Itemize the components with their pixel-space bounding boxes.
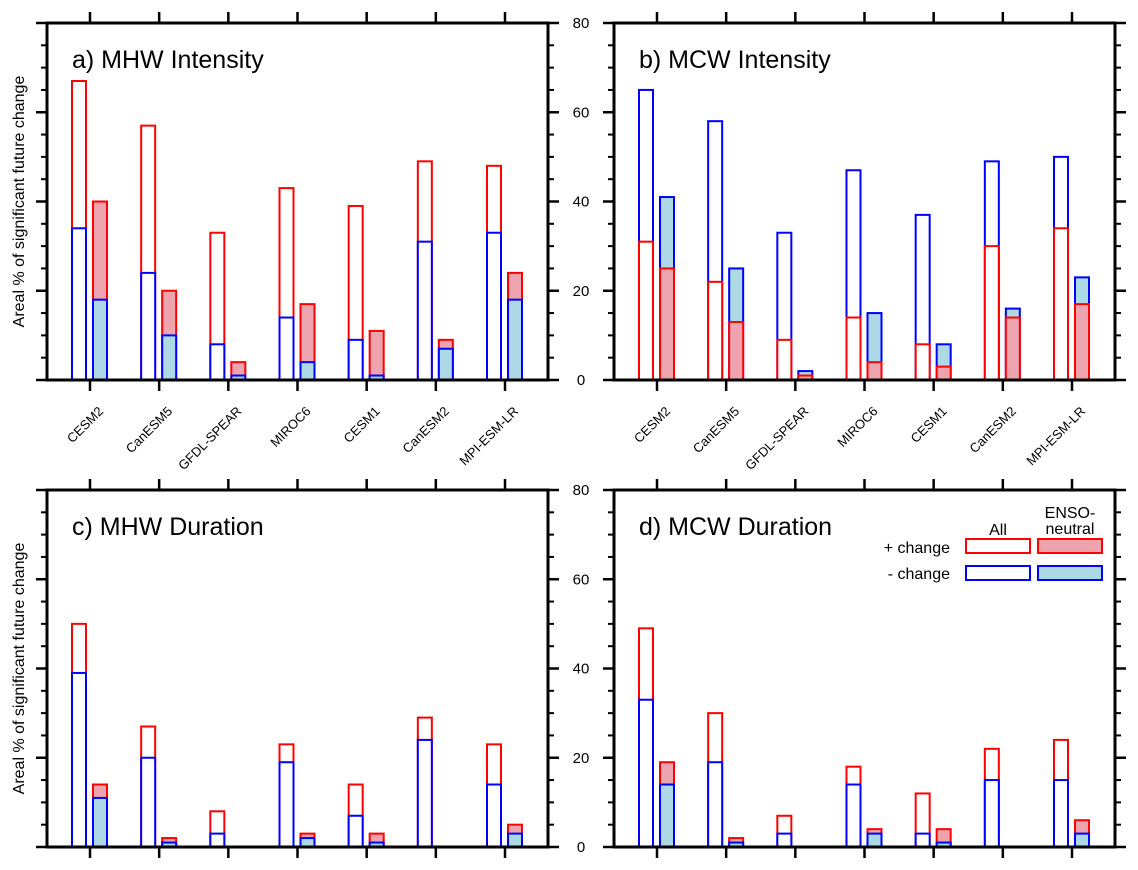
bar-enso-neg <box>161 334 178 381</box>
bar-all-neg <box>416 240 433 381</box>
y-tick-label: 80 <box>573 482 590 499</box>
bar-all-neg <box>845 783 862 849</box>
y-tick-label: 20 <box>573 750 590 767</box>
legend-col-enso: neutral <box>1046 521 1095 538</box>
plot-frame <box>45 21 550 382</box>
y-tick-label: 40 <box>573 661 590 678</box>
legend-swatch-all-neg <box>965 565 1031 581</box>
bar-all-pos <box>983 245 1000 381</box>
x-tick-label: CESM2 <box>631 404 673 446</box>
x-tick-label: GFDL-SPEAR <box>175 404 244 473</box>
bar-all-neg <box>278 761 295 849</box>
y-tick-label: 60 <box>573 571 590 588</box>
bar-all-neg <box>140 756 157 848</box>
x-tick-label: CanESM5 <box>690 404 743 457</box>
bar-enso-pos <box>935 365 952 381</box>
panel-b: b) MCW Intensity 0 20 40 60 80 CESM2 CanESM5 GFD… <box>573 12 1126 473</box>
bar-enso-pos <box>368 329 385 382</box>
bar-all-neg <box>707 761 724 849</box>
legend: All ENSO-neutral + change - change <box>884 505 1103 583</box>
bar-all-neg <box>983 779 1000 848</box>
x-tick-label: CESM2 <box>64 404 106 446</box>
y-tick-label: 80 <box>573 15 590 32</box>
y-tick-label: 60 <box>573 104 590 121</box>
x-tick-label: GFDL-SPEAR <box>742 404 811 473</box>
x-tick-label: MPI-ESM-LR <box>1023 404 1088 469</box>
plot-frame <box>45 488 550 849</box>
y-axis-label: Areal % of significant future change <box>11 76 28 328</box>
x-tick-label: MIROC6 <box>834 404 880 450</box>
bar-all-neg <box>71 227 87 381</box>
bar-all-pos <box>1053 227 1069 381</box>
bar-enso-neg <box>1074 832 1090 848</box>
panel-d: d) MCW Duration 0 20 40 60 80 <box>573 479 1126 858</box>
bar-all-neg <box>638 698 654 848</box>
bar-enso-neg <box>507 298 523 381</box>
bar-all-neg <box>347 338 364 381</box>
x-tick-label: MPI-ESM-LR <box>456 404 521 469</box>
bar-all-neg <box>486 231 502 381</box>
panel-title: a) MHW Intensity <box>72 46 264 74</box>
legend-swatch-enso-pos <box>1037 538 1103 554</box>
bar-all-pos <box>638 240 654 381</box>
x-tick-label: CanESM2 <box>966 404 1019 457</box>
x-tick-label: CanESM5 <box>123 404 176 457</box>
bar-all-pos <box>707 280 724 382</box>
bar-all-neg <box>278 316 295 381</box>
panel-title: b) MCW Intensity <box>639 46 831 74</box>
legend-swatch-all-pos <box>965 538 1031 554</box>
bar-enso-pos <box>1074 303 1090 382</box>
bar-all-neg <box>347 814 364 849</box>
panel-c: c) MHW Duration Areal % of significant fu… <box>11 479 559 858</box>
panel-title: d) MCW Duration <box>639 513 832 541</box>
panel-title: c) MHW Duration <box>72 513 264 541</box>
bar-enso-neg <box>866 832 883 848</box>
x-tick-label: CESM1 <box>908 404 950 446</box>
bar-all-neg <box>140 271 157 381</box>
bar-enso-neg <box>299 361 316 381</box>
y-axis-label: Areal % of significant future change <box>11 543 28 795</box>
plot-frame <box>612 21 1117 382</box>
x-tick-label: CanESM2 <box>399 404 452 457</box>
panel-a: a) MHW Intensity Areal % of significant f… <box>11 12 559 473</box>
bar-all-neg <box>209 832 226 848</box>
x-tick-label: MIROC6 <box>267 404 313 450</box>
legend-col-all: All <box>989 522 1007 539</box>
bar-all-neg <box>209 343 226 381</box>
legend-row-pos: + change <box>884 540 950 557</box>
bar-enso-pos <box>659 267 675 381</box>
bar-enso-neg <box>92 298 108 381</box>
bar-enso-neg <box>92 796 108 848</box>
bar-all-pos <box>845 316 862 381</box>
bar-all-neg <box>914 832 931 848</box>
bar-all-neg <box>1053 779 1069 848</box>
bar-all-pos <box>776 338 793 381</box>
bar-enso-neg <box>659 783 675 849</box>
bar-enso-pos <box>1004 316 1021 381</box>
bar-enso-neg <box>437 347 454 382</box>
x-tick-label: CESM1 <box>341 404 383 446</box>
bar-all-neg <box>776 832 793 848</box>
y-tick-label: 0 <box>577 839 585 856</box>
bar-all-neg <box>416 738 433 849</box>
y-tick-label: 40 <box>573 194 590 211</box>
legend-row-neg: - change <box>888 566 950 583</box>
bar-all-pos <box>914 343 931 381</box>
bar-all-neg <box>486 783 502 849</box>
bar-enso-pos <box>728 320 745 381</box>
y-tick-label: 0 <box>577 372 585 389</box>
legend-col-enso: ENSO- <box>1045 505 1096 522</box>
y-tick-label: 20 <box>573 283 590 300</box>
bar-all-neg <box>71 671 87 849</box>
legend-swatch-enso-neg <box>1037 565 1103 581</box>
bar-enso-pos <box>866 361 883 381</box>
bar-enso-neg <box>507 832 523 848</box>
